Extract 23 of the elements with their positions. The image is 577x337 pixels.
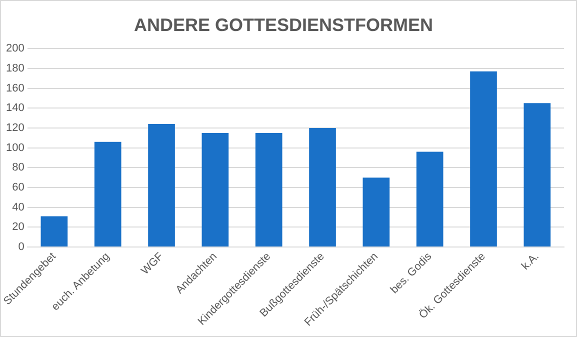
bar bbox=[94, 142, 122, 247]
y-tick-label: 20 bbox=[12, 221, 24, 234]
y-tick-label: 80 bbox=[12, 162, 24, 174]
bar bbox=[255, 132, 282, 247]
y-tick-label: 160 bbox=[6, 82, 24, 94]
y-tick-label: 0 bbox=[18, 241, 24, 254]
bar bbox=[470, 71, 497, 247]
bar bbox=[148, 124, 175, 247]
bar bbox=[416, 152, 444, 247]
y-tick-label: 200 bbox=[6, 42, 24, 55]
bar bbox=[40, 216, 68, 247]
y-tick-label: 180 bbox=[6, 62, 24, 74]
bar bbox=[362, 178, 390, 247]
chart-title: ANDERE GOTTESDIENSTFORMEN bbox=[134, 14, 434, 35]
bar bbox=[202, 132, 229, 247]
y-tick-label: 120 bbox=[6, 122, 24, 134]
y-tick-label: 40 bbox=[12, 201, 24, 214]
bar bbox=[309, 128, 336, 247]
y-tick-label: 100 bbox=[6, 142, 24, 154]
x-tick-label: k.A. bbox=[520, 250, 542, 272]
y-tick-label: 60 bbox=[12, 182, 24, 194]
bar bbox=[524, 103, 551, 247]
y-tick-label: 140 bbox=[6, 102, 24, 114]
